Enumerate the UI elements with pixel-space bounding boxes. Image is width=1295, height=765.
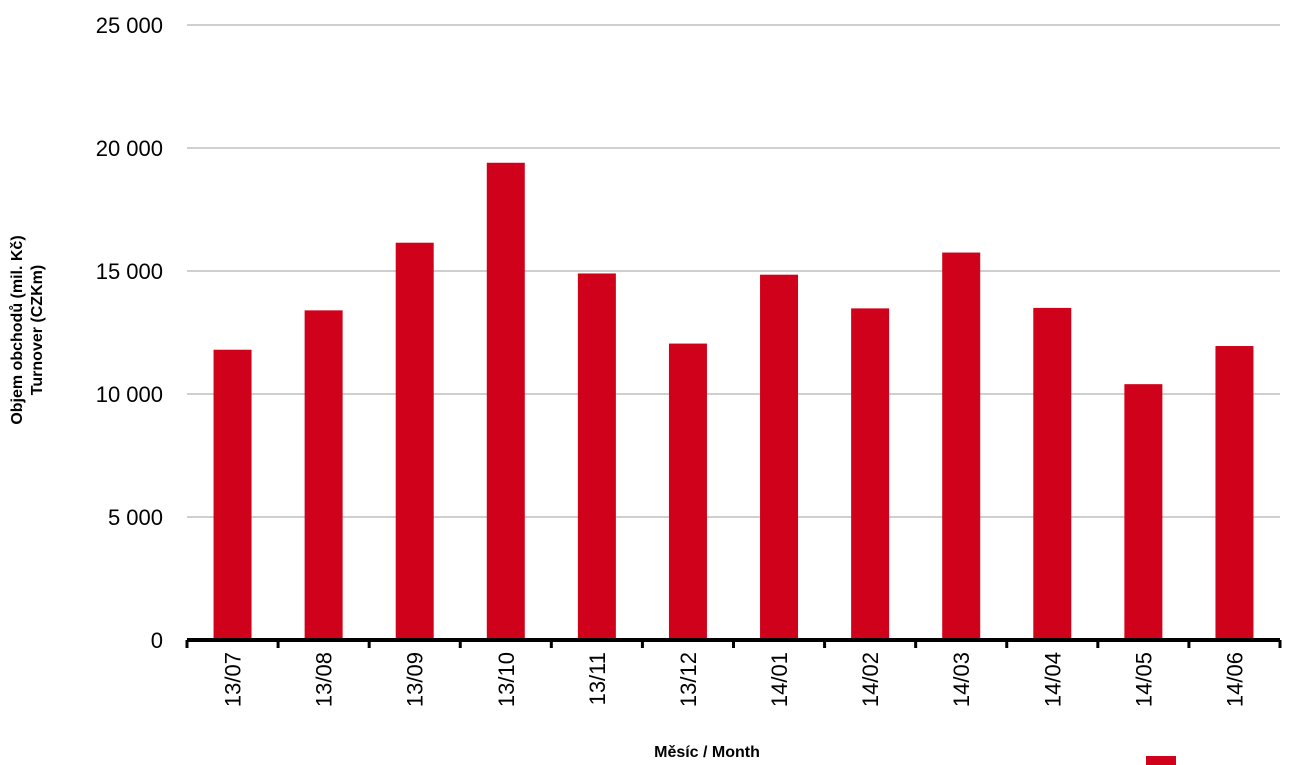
x-axis (185, 638, 1282, 648)
x-tick-label: 14/06 (1222, 652, 1247, 707)
y-tick-label: 10 000 (96, 382, 163, 407)
bar (1124, 384, 1163, 640)
y-axis-title-line1: Objem obchodů (mil. Kč) (9, 235, 26, 424)
x-tick-label: 14/05 (1131, 652, 1156, 707)
bar (1033, 307, 1072, 640)
x-tick-label: 14/04 (1040, 652, 1065, 707)
x-tick-label: 13/11 (585, 652, 610, 705)
bar (760, 274, 799, 640)
x-tick-label: 14/02 (858, 652, 883, 707)
x-axis-title: Měsíc / Month (654, 744, 760, 761)
bar (1215, 346, 1254, 640)
bar (851, 308, 890, 640)
y-tick-label: 20 000 (96, 136, 163, 161)
bars (213, 162, 1254, 641)
y-tick-label: 15 000 (96, 259, 163, 284)
gridlines (187, 24, 1280, 518)
legend-swatch (1146, 756, 1176, 765)
y-axis-title-line2: Turnover (CZKm) (29, 265, 46, 395)
y-tick-label: 0 (151, 628, 163, 653)
y-tick-label: 25 000 (96, 13, 163, 38)
bar (942, 252, 981, 641)
y-tick-labels: 0 5 000 10 000 15 000 20 000 25 000 (96, 13, 163, 653)
bar (486, 162, 525, 640)
x-tick-label: 13/08 (312, 652, 337, 707)
x-tick-label: 13/12 (676, 652, 701, 707)
bar (213, 349, 252, 640)
x-tick-label: 13/10 (494, 652, 519, 707)
bar (395, 242, 434, 640)
x-tick-labels: 13/07 13/08 13/09 13/10 13/11 13/12 14/01 14/02… (221, 652, 1248, 707)
bar (668, 343, 707, 640)
x-tick-label: 14/01 (767, 652, 792, 707)
bar (304, 310, 343, 640)
x-tick-label: 13/09 (403, 652, 428, 707)
x-tick-label: 14/03 (949, 652, 974, 707)
x-tick-label: 13/07 (221, 652, 246, 707)
bar (577, 273, 616, 640)
y-tick-label: 5 000 (108, 505, 163, 530)
